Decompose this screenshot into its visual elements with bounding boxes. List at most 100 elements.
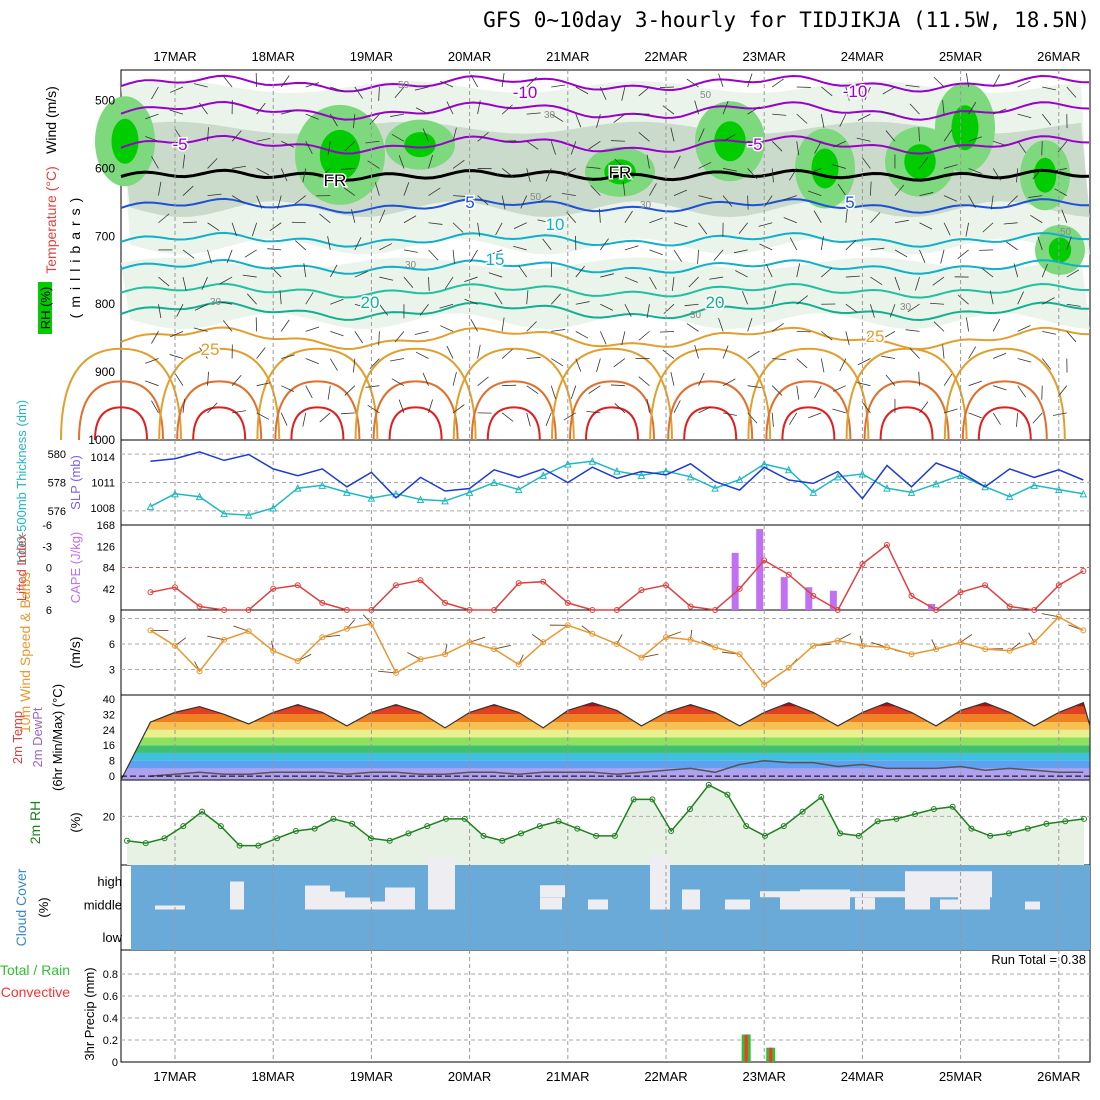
rh2m-series-point	[255, 842, 262, 849]
ylabel-wind10m-units: (m/s)	[67, 637, 83, 669]
isotherm-label: -10	[513, 83, 538, 102]
li-tick: 0	[46, 563, 52, 575]
wind-barb	[943, 408, 958, 414]
rh-contour-label: 50	[700, 90, 712, 101]
wind-barb	[586, 410, 601, 414]
wind-barb	[563, 168, 577, 176]
wind-barb	[538, 195, 552, 203]
wind-barb	[354, 86, 364, 99]
wind-barb	[520, 195, 528, 209]
wind-barb	[575, 113, 582, 128]
wind-barb	[379, 303, 389, 316]
rh2m-series-point	[292, 828, 299, 834]
ylabel-temperature: Temperature (°C)	[43, 166, 59, 274]
wind-barb	[452, 404, 465, 414]
wind-barb	[881, 355, 896, 359]
wind-barb	[649, 249, 663, 256]
wind-barb	[673, 189, 688, 196]
isotherm-label: 5	[845, 193, 854, 212]
lifted-index-series-point	[1031, 607, 1038, 613]
wind-barb	[279, 290, 282, 305]
wind-barb	[814, 141, 822, 154]
wind-barb	[302, 412, 307, 427]
wind-barb	[378, 331, 380, 346]
wind-barb	[649, 217, 663, 224]
wind-barb	[428, 277, 430, 292]
cloud-level-label: middle	[84, 898, 122, 913]
surface-heat-contour	[93, 406, 148, 441]
wind-barb	[1052, 168, 1067, 172]
wind-barb	[222, 320, 233, 332]
lifted-index-series-point	[1055, 582, 1062, 589]
rh-contour-label: 30	[900, 302, 912, 313]
rh2m-series-point	[724, 791, 731, 798]
lifted-index-series-point	[859, 560, 866, 567]
surface-heat-contour	[584, 406, 639, 441]
cloud-middle-bar	[725, 899, 750, 910]
wind-barb	[198, 346, 208, 359]
surface-heat-contour	[568, 380, 655, 441]
ylabel-temp2m-part: (6hr Min/Max) (°C)	[50, 684, 65, 791]
wind-barb	[735, 270, 748, 278]
wind-barb	[295, 240, 307, 251]
rh2m-series-point	[180, 823, 187, 830]
thickness-series	[150, 460, 1084, 516]
wind-barb	[845, 331, 850, 346]
wind-barb	[845, 239, 857, 251]
wind-barb	[747, 73, 753, 88]
thickness-tick: 576	[48, 506, 66, 518]
wind-speed-series-point	[1031, 639, 1038, 646]
wind-barb	[1066, 269, 1080, 278]
wind-speed-series-point	[172, 642, 178, 649]
lifted-index-series-point	[908, 592, 915, 599]
wind-barb	[563, 412, 577, 421]
rh2m-series-point	[611, 832, 618, 839]
wind-barb	[943, 164, 958, 169]
wind-barb	[1042, 330, 1057, 335]
wind-barb	[621, 331, 626, 346]
date-label-bottom: 18MAR	[252, 1069, 295, 1084]
wind-speed-series-point	[883, 644, 890, 651]
wind-barb	[428, 187, 441, 196]
lifted-index-series-point	[785, 571, 792, 578]
wind-barb	[1041, 113, 1052, 126]
wind-barb	[614, 403, 626, 414]
ylabel-rh: RH (%)	[38, 287, 53, 330]
isotherm-20	[120, 301, 1090, 322]
wind-barb	[550, 293, 561, 305]
cloud-middle-bar	[385, 887, 415, 910]
ylabel-rh2m: 2m RH	[27, 801, 43, 845]
wind-barb	[742, 291, 749, 305]
lifted-index-series-point	[834, 607, 841, 613]
rh-90-blob	[951, 105, 979, 151]
wind-barb	[807, 190, 822, 196]
isotherm-label: 25	[866, 327, 885, 346]
wind-speed-series-point	[540, 639, 547, 646]
cloud-middle-bar	[682, 889, 700, 910]
wind-barb	[415, 107, 429, 115]
wind-barb	[1016, 412, 1019, 427]
lifted-index-series-point	[638, 587, 645, 594]
wind-barb	[659, 330, 675, 333]
wind-barb	[329, 113, 338, 127]
wind-barb	[542, 238, 552, 251]
wind-barb	[501, 317, 505, 332]
rh2m-series-point	[443, 815, 449, 822]
wind-barb-10m	[859, 635, 863, 646]
wind-speed-series-point	[834, 637, 841, 644]
wind-barb	[698, 161, 712, 169]
wind-barb	[207, 158, 218, 169]
wind-barb	[182, 221, 198, 224]
rh-contour-label: 30	[690, 310, 702, 321]
wind-speed-series-point	[638, 654, 645, 661]
cloud-middle-bar	[855, 897, 875, 910]
wind-barb	[718, 318, 724, 332]
wind-barb	[551, 113, 564, 122]
rh2m-series-point	[630, 796, 637, 803]
wind-barb	[256, 168, 270, 176]
isotherm-10	[120, 231, 1089, 248]
wind-barb	[575, 86, 589, 95]
temp-band	[121, 745, 1090, 753]
wind-barb	[771, 412, 774, 427]
wind-barb	[882, 331, 896, 339]
